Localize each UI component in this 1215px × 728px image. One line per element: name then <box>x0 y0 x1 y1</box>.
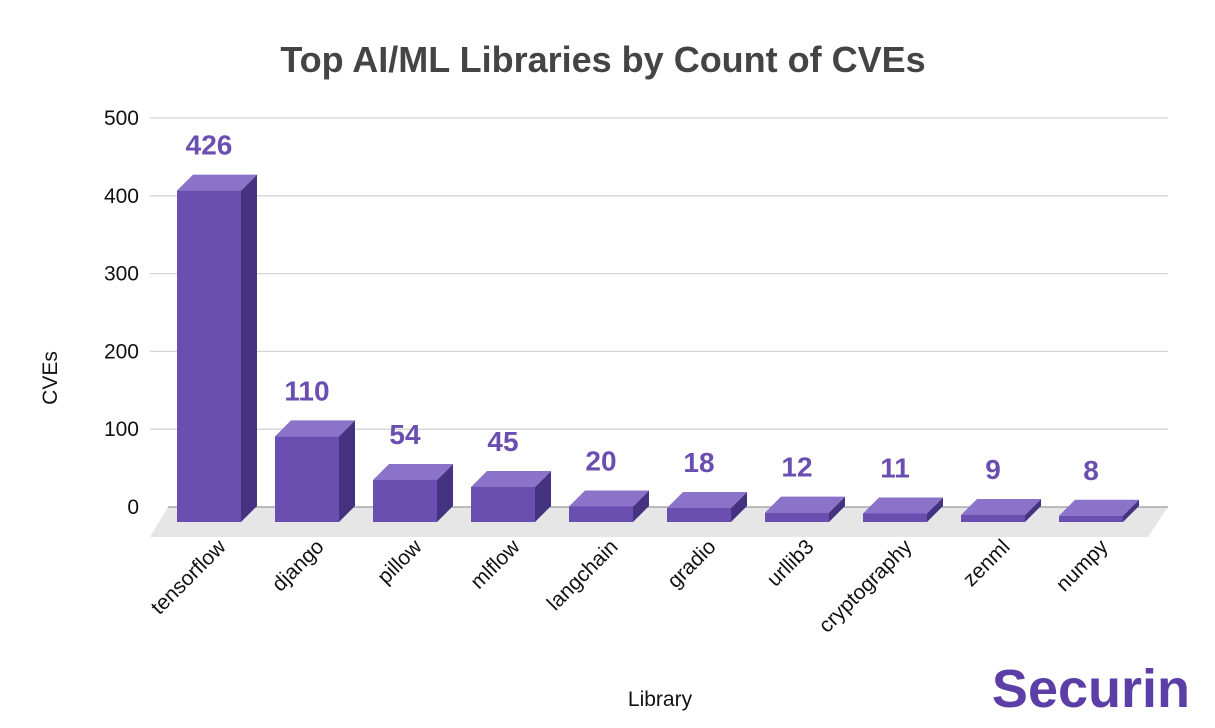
x-tick-label: numpy <box>1052 535 1113 596</box>
bar <box>765 496 845 522</box>
data-label: 8 <box>1083 455 1099 486</box>
data-label: 110 <box>284 375 329 406</box>
bar-top <box>471 470 551 487</box>
x-tick-label: gradio <box>663 535 721 593</box>
bar-side <box>241 174 257 522</box>
y-axis-label: CVEs <box>39 351 62 405</box>
x-tick-label: cryptography <box>814 535 916 637</box>
data-labels: 426 110 54 45 20 18 12 11 9 8 <box>186 130 1099 486</box>
x-tick-label: django <box>268 535 329 596</box>
x-axis-ticks: tensorflow django pillow mlflow langchain gra… <box>147 535 1113 638</box>
x-axis-label: Library <box>628 688 693 711</box>
data-label: 9 <box>985 454 1001 485</box>
bar-top <box>765 496 845 513</box>
bar-side <box>1123 499 1139 522</box>
chart-title: Top AI/ML Libraries by Count of CVEs <box>280 39 925 80</box>
bar-top <box>569 490 649 507</box>
bar-front <box>275 436 339 522</box>
bar-side <box>535 470 551 522</box>
bar <box>177 174 257 522</box>
bar-side <box>731 491 747 522</box>
data-label: 20 <box>585 445 616 476</box>
securin-logo: Securin <box>992 659 1190 719</box>
y-axis-ticks: 0 100 200 300 400 500 <box>104 107 139 519</box>
bar <box>569 490 649 522</box>
bar-top <box>177 174 257 191</box>
bar-side <box>633 490 649 522</box>
bar-side <box>927 497 943 522</box>
x-tick-label: langchain <box>543 535 623 615</box>
data-label: 426 <box>186 130 233 161</box>
bars <box>177 174 1139 522</box>
bar-top <box>1059 499 1139 516</box>
bar-side <box>339 420 355 522</box>
x-tick-label: pillow <box>373 535 427 589</box>
data-label: 54 <box>389 419 421 450</box>
bar <box>275 420 355 522</box>
bar-front <box>569 506 633 522</box>
data-label: 18 <box>683 447 714 478</box>
gridlines <box>150 117 1168 430</box>
y-tick-label: 400 <box>104 185 139 208</box>
bar-top <box>863 497 943 514</box>
bar <box>1059 499 1139 522</box>
bar <box>961 498 1041 522</box>
bar-top <box>667 491 747 508</box>
bar <box>667 491 747 522</box>
bar <box>863 497 943 522</box>
data-label: 11 <box>880 452 910 483</box>
bar-front <box>177 190 241 522</box>
bar <box>471 470 551 522</box>
bar-front <box>471 486 535 522</box>
bar-top <box>961 498 1041 515</box>
x-tick-label: urllib3 <box>763 535 819 591</box>
x-tick-label: zenml <box>959 535 1015 591</box>
x-tick-label: tensorflow <box>147 535 232 620</box>
y-tick-label: 100 <box>104 418 139 441</box>
y-tick-label: 0 <box>127 496 139 519</box>
y-tick-label: 200 <box>104 340 139 363</box>
bar-side <box>829 496 845 522</box>
data-label: 45 <box>487 426 518 457</box>
data-label: 12 <box>781 452 812 483</box>
y-tick-label: 300 <box>104 263 139 286</box>
bar-top <box>275 420 355 437</box>
bar-front <box>961 514 1025 522</box>
bar-front <box>667 507 731 522</box>
bar-front <box>863 513 927 522</box>
bar <box>373 463 453 522</box>
bar-side <box>437 463 453 522</box>
bar-front <box>765 512 829 522</box>
bar-front <box>1059 515 1123 522</box>
x-tick-label: mlflow <box>466 535 525 594</box>
bar-top <box>373 463 453 480</box>
y-tick-label: 500 <box>104 107 139 130</box>
bar-front <box>373 479 437 522</box>
bar-side <box>1025 498 1041 522</box>
